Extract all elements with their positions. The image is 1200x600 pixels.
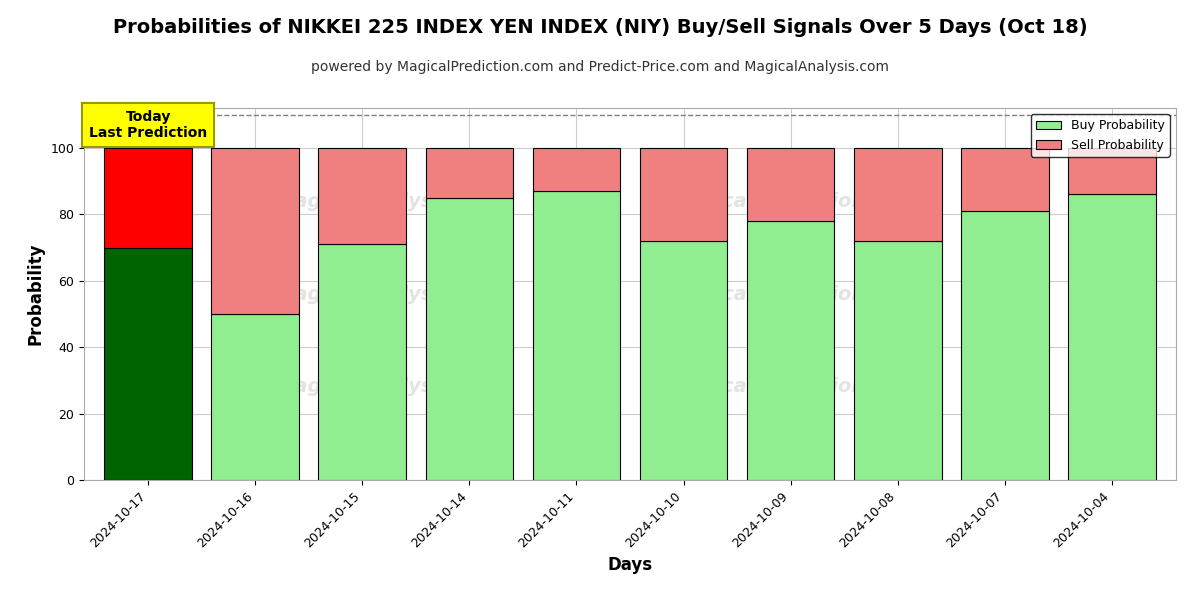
Bar <box>746 148 834 221</box>
Bar <box>426 148 514 197</box>
Bar <box>853 241 942 480</box>
Bar <box>211 314 299 480</box>
Bar <box>104 248 192 480</box>
Text: MagicalPrediction.com: MagicalPrediction.com <box>670 377 918 397</box>
Text: Probabilities of NIKKEI 225 INDEX YEN INDEX (NIY) Buy/Sell Signals Over 5 Days (: Probabilities of NIKKEI 225 INDEX YEN IN… <box>113 18 1087 37</box>
Bar <box>426 197 514 480</box>
Bar <box>1068 148 1156 194</box>
Text: Today
Last Prediction: Today Last Prediction <box>89 110 208 140</box>
Legend: Buy Probability, Sell Probability: Buy Probability, Sell Probability <box>1031 114 1170 157</box>
Bar <box>104 148 192 248</box>
Bar <box>640 241 727 480</box>
Bar <box>853 148 942 241</box>
Bar <box>961 211 1049 480</box>
Text: MagicalPrediction.com: MagicalPrediction.com <box>670 191 918 211</box>
Text: MagicalAnalysis.com: MagicalAnalysis.com <box>276 284 504 304</box>
Y-axis label: Probability: Probability <box>26 243 44 345</box>
Bar <box>746 221 834 480</box>
Text: MagicalAnalysis.com: MagicalAnalysis.com <box>276 191 504 211</box>
Bar <box>533 148 620 191</box>
X-axis label: Days: Days <box>607 556 653 574</box>
Text: powered by MagicalPrediction.com and Predict-Price.com and MagicalAnalysis.com: powered by MagicalPrediction.com and Pre… <box>311 60 889 74</box>
Text: MagicalPrediction.com: MagicalPrediction.com <box>670 284 918 304</box>
Bar <box>318 244 407 480</box>
Bar <box>640 148 727 241</box>
Bar <box>533 191 620 480</box>
Bar <box>318 148 407 244</box>
Bar <box>211 148 299 314</box>
Bar <box>961 148 1049 211</box>
Bar <box>1068 194 1156 480</box>
Text: MagicalAnalysis.com: MagicalAnalysis.com <box>276 377 504 397</box>
